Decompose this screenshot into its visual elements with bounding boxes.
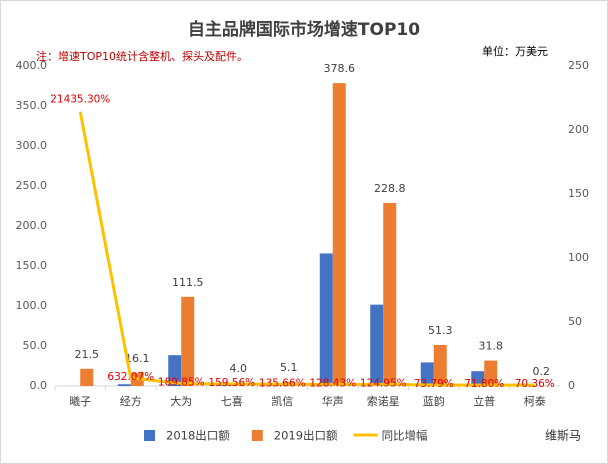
value-label: 51.3 xyxy=(428,324,453,337)
bar xyxy=(181,296,195,386)
y-tick-label: 0.0 xyxy=(30,379,48,392)
bar xyxy=(420,362,434,386)
y2-tick-label: 250 xyxy=(568,59,589,72)
pct-label: 159.56% xyxy=(208,377,255,389)
value-label: 4.0 xyxy=(230,362,248,375)
legend-swatch xyxy=(251,430,263,441)
y-tick-label: 350.0 xyxy=(16,99,48,112)
bar xyxy=(484,360,498,386)
y2-tick-label: 100 xyxy=(568,251,589,264)
x-tick-label: 索诺星 xyxy=(367,394,400,408)
x-tick-label: 柯泰 xyxy=(524,394,546,408)
y2-tick-label: 50 xyxy=(568,315,582,328)
pct-label: 632.07% xyxy=(107,371,154,383)
legend-label: 2018出口额 xyxy=(166,429,230,443)
value-label: 111.5 xyxy=(172,276,204,289)
bar xyxy=(370,304,384,386)
growth-line xyxy=(78,111,535,387)
value-label: 0.2 xyxy=(533,365,551,378)
pct-label: 135.66% xyxy=(259,377,306,389)
value-label: 228.8 xyxy=(374,182,406,195)
pct-label: 189.85% xyxy=(158,377,205,389)
legend-swatch xyxy=(144,430,155,441)
x-tick-label: 蓝韵 xyxy=(423,394,445,408)
x-tick-label: 七喜 xyxy=(221,395,243,408)
bar xyxy=(117,384,131,386)
x-tick-label: 凯信 xyxy=(271,395,293,408)
y2-tick-label: 150 xyxy=(568,187,589,200)
y-tick-label: 250.0 xyxy=(16,179,48,192)
y-tick-label: 200.0 xyxy=(16,219,48,232)
pct-label: 124.95% xyxy=(360,377,407,389)
x-tick-label: 华声 xyxy=(322,394,344,408)
note: 注：增速TOP10统计含整机、探头及配件。 xyxy=(36,49,248,63)
value-label: 378.6 xyxy=(324,62,356,75)
pct-label: 73.79% xyxy=(414,378,454,390)
x-tick-label: 立普 xyxy=(473,394,495,408)
y-tick-label: 100.0 xyxy=(16,299,48,312)
y2-tick-label: 200 xyxy=(568,123,589,136)
legend-label: 同比增幅 xyxy=(382,429,428,443)
y-tick-label: 400.0 xyxy=(16,59,48,72)
pct-label: 21435.30% xyxy=(50,94,110,106)
x-tick-label: 大为 xyxy=(170,394,192,408)
value-label: 31.8 xyxy=(479,340,504,353)
bar xyxy=(168,355,182,386)
pct-label: 71.80% xyxy=(464,378,504,390)
bar xyxy=(471,371,485,386)
y-tick-label: 150.0 xyxy=(16,259,48,272)
y-tick-label: 300.0 xyxy=(16,139,48,152)
bar xyxy=(319,253,333,386)
value-label: 16.1 xyxy=(125,352,150,365)
unit: 单位：万美元 xyxy=(482,44,548,58)
bar xyxy=(383,202,397,386)
bar xyxy=(80,368,94,386)
pct-label: 128.43% xyxy=(309,377,356,389)
legend-label: 2019出口额 xyxy=(274,429,338,443)
bar xyxy=(433,344,447,386)
value-label: 21.5 xyxy=(75,348,100,361)
pct-label: 70.36% xyxy=(515,378,555,390)
x-tick-label: 曦子 xyxy=(69,394,91,408)
watermark: 维斯马 xyxy=(545,429,581,443)
y2-tick-label: 0 xyxy=(568,379,575,392)
value-label: 5.1 xyxy=(280,361,298,374)
chart-title: 自主品牌国际市场增速TOP10 xyxy=(188,19,420,40)
x-tick-label: 经方 xyxy=(120,394,142,408)
bar xyxy=(332,83,346,387)
y-tick-label: 50.0 xyxy=(23,339,48,352)
